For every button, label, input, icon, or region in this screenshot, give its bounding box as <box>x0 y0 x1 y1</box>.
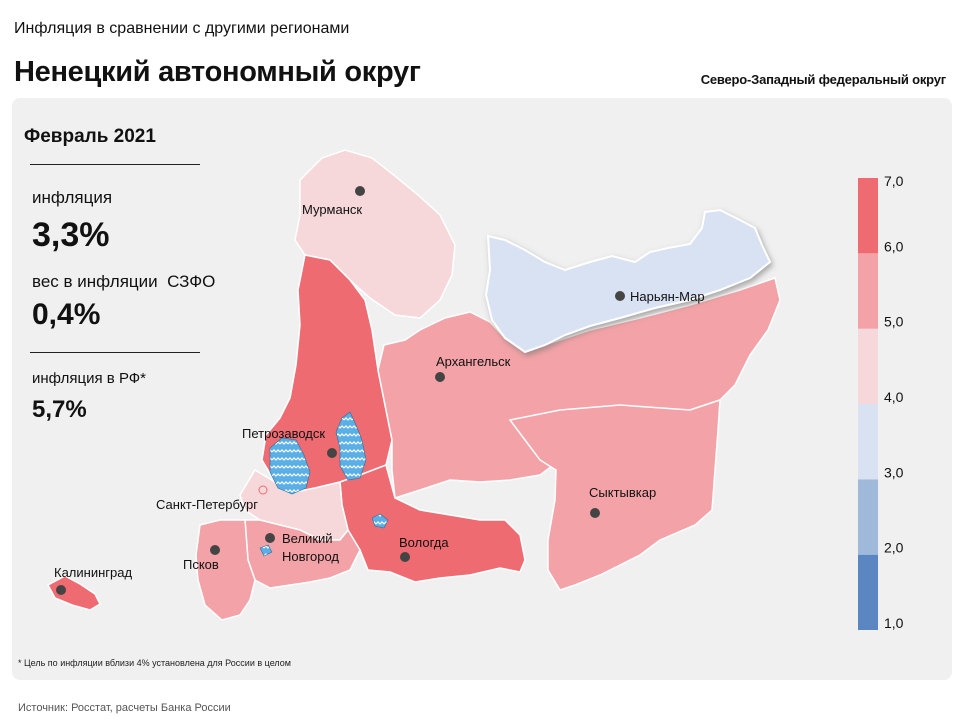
legend-bin <box>858 328 878 404</box>
legend-tick-label: 6,0 <box>884 238 904 254</box>
city-marker-icon <box>400 552 410 562</box>
region-pskov <box>195 519 256 621</box>
divider <box>30 164 200 165</box>
city-pskov: Псков <box>183 545 220 572</box>
legend-bin <box>858 554 878 630</box>
weight-label: вес в инфляции СЗФО <box>32 272 215 292</box>
city-label: Нарьян-Мар <box>630 289 705 304</box>
legend-tick-label: 1,0 <box>884 615 904 631</box>
inflation-value: 3,3% <box>32 216 110 254</box>
footnote: * Цель по инфляции вблизи 4% установлена… <box>18 658 291 668</box>
city-petrozavodsk: Петрозаводск <box>242 426 337 458</box>
legend-tick-label: 4,0 <box>884 389 904 405</box>
lake-ilmen <box>259 544 273 557</box>
page-subtitle: Инфляция в сравнении с другими регионами <box>14 20 350 37</box>
region-vologda <box>339 464 526 583</box>
city-arkhangelsk: Архангельск <box>435 354 511 382</box>
city-label: Новгород <box>282 549 339 564</box>
color-scale-legend: 7,0 6,0 5,0 4,0 3,0 2,0 1,0 <box>858 173 904 631</box>
city-marker-icon <box>265 533 275 543</box>
city-label: Архангельск <box>436 354 511 369</box>
city-label: Псков <box>183 557 219 572</box>
legend-tick-label: 3,0 <box>884 464 904 480</box>
legend-bin <box>858 479 878 555</box>
city-label: Калининград <box>54 565 132 580</box>
region-nenets <box>484 208 772 354</box>
divider <box>30 352 200 353</box>
lake-ladoga <box>269 437 311 495</box>
source-note: Источник: Росстат, расчеты Банка России <box>18 702 231 714</box>
legend-tick-label: 2,0 <box>884 540 904 556</box>
rf-inflation-value: 5,7% <box>32 396 87 423</box>
city-marker-icon <box>210 545 220 555</box>
stats-panel: Февраль 2021 инфляция 3,3% вес в инфляци… <box>12 98 242 680</box>
city-marker-icon <box>590 508 600 518</box>
city-marker-icon <box>258 485 268 495</box>
city-marker-icon <box>355 186 365 196</box>
city-label: Вологда <box>399 535 449 550</box>
city-label: Петрозаводск <box>242 426 325 441</box>
district-name: Северо-Западный федеральный округ <box>700 72 947 87</box>
legend-bin <box>858 253 878 329</box>
rf-inflation-label: инфляция в РФ* <box>32 370 147 387</box>
page-title: Ненецкий автономный округ <box>14 56 421 88</box>
inflation-label: инфляция <box>32 188 113 207</box>
legend-bin <box>858 178 878 254</box>
city-marker-icon <box>615 291 625 301</box>
legend-tick-label: 7,0 <box>884 173 904 189</box>
lake-beloye <box>371 513 389 529</box>
city-marker-icon <box>56 585 66 595</box>
region-kaliningrad <box>46 575 101 611</box>
city-marker-icon <box>327 448 337 458</box>
city-label: Мурманск <box>302 202 362 217</box>
city-murmansk: Мурманск <box>302 186 365 217</box>
city-syktyvkar: Сыктывкар <box>589 485 656 518</box>
period-label: Февраль 2021 <box>24 126 156 147</box>
city-marker-icon <box>435 372 445 382</box>
weight-label-text: вес в инфляции <box>32 272 158 291</box>
city-veliky-novgorod: Великий Новгород <box>265 531 339 564</box>
region-komi <box>508 398 721 591</box>
weight-value: 0,4% <box>32 298 101 331</box>
city-label: Санкт-Петербург <box>156 497 258 512</box>
legend-bin <box>858 404 878 480</box>
city-label: Сыктывкар <box>589 485 656 500</box>
city-kaliningrad: Калининград <box>54 565 132 595</box>
city-label: Великий <box>282 531 333 546</box>
weight-label-suffix: СЗФО <box>167 272 216 291</box>
legend-tick-label: 5,0 <box>884 314 904 330</box>
city-saint-petersburg: Санкт-Петербург <box>156 485 268 512</box>
city-vologda: Вологда <box>399 535 449 562</box>
lake-onega <box>335 411 367 481</box>
city-naryan-mar: Нарьян-Мар <box>615 289 705 304</box>
